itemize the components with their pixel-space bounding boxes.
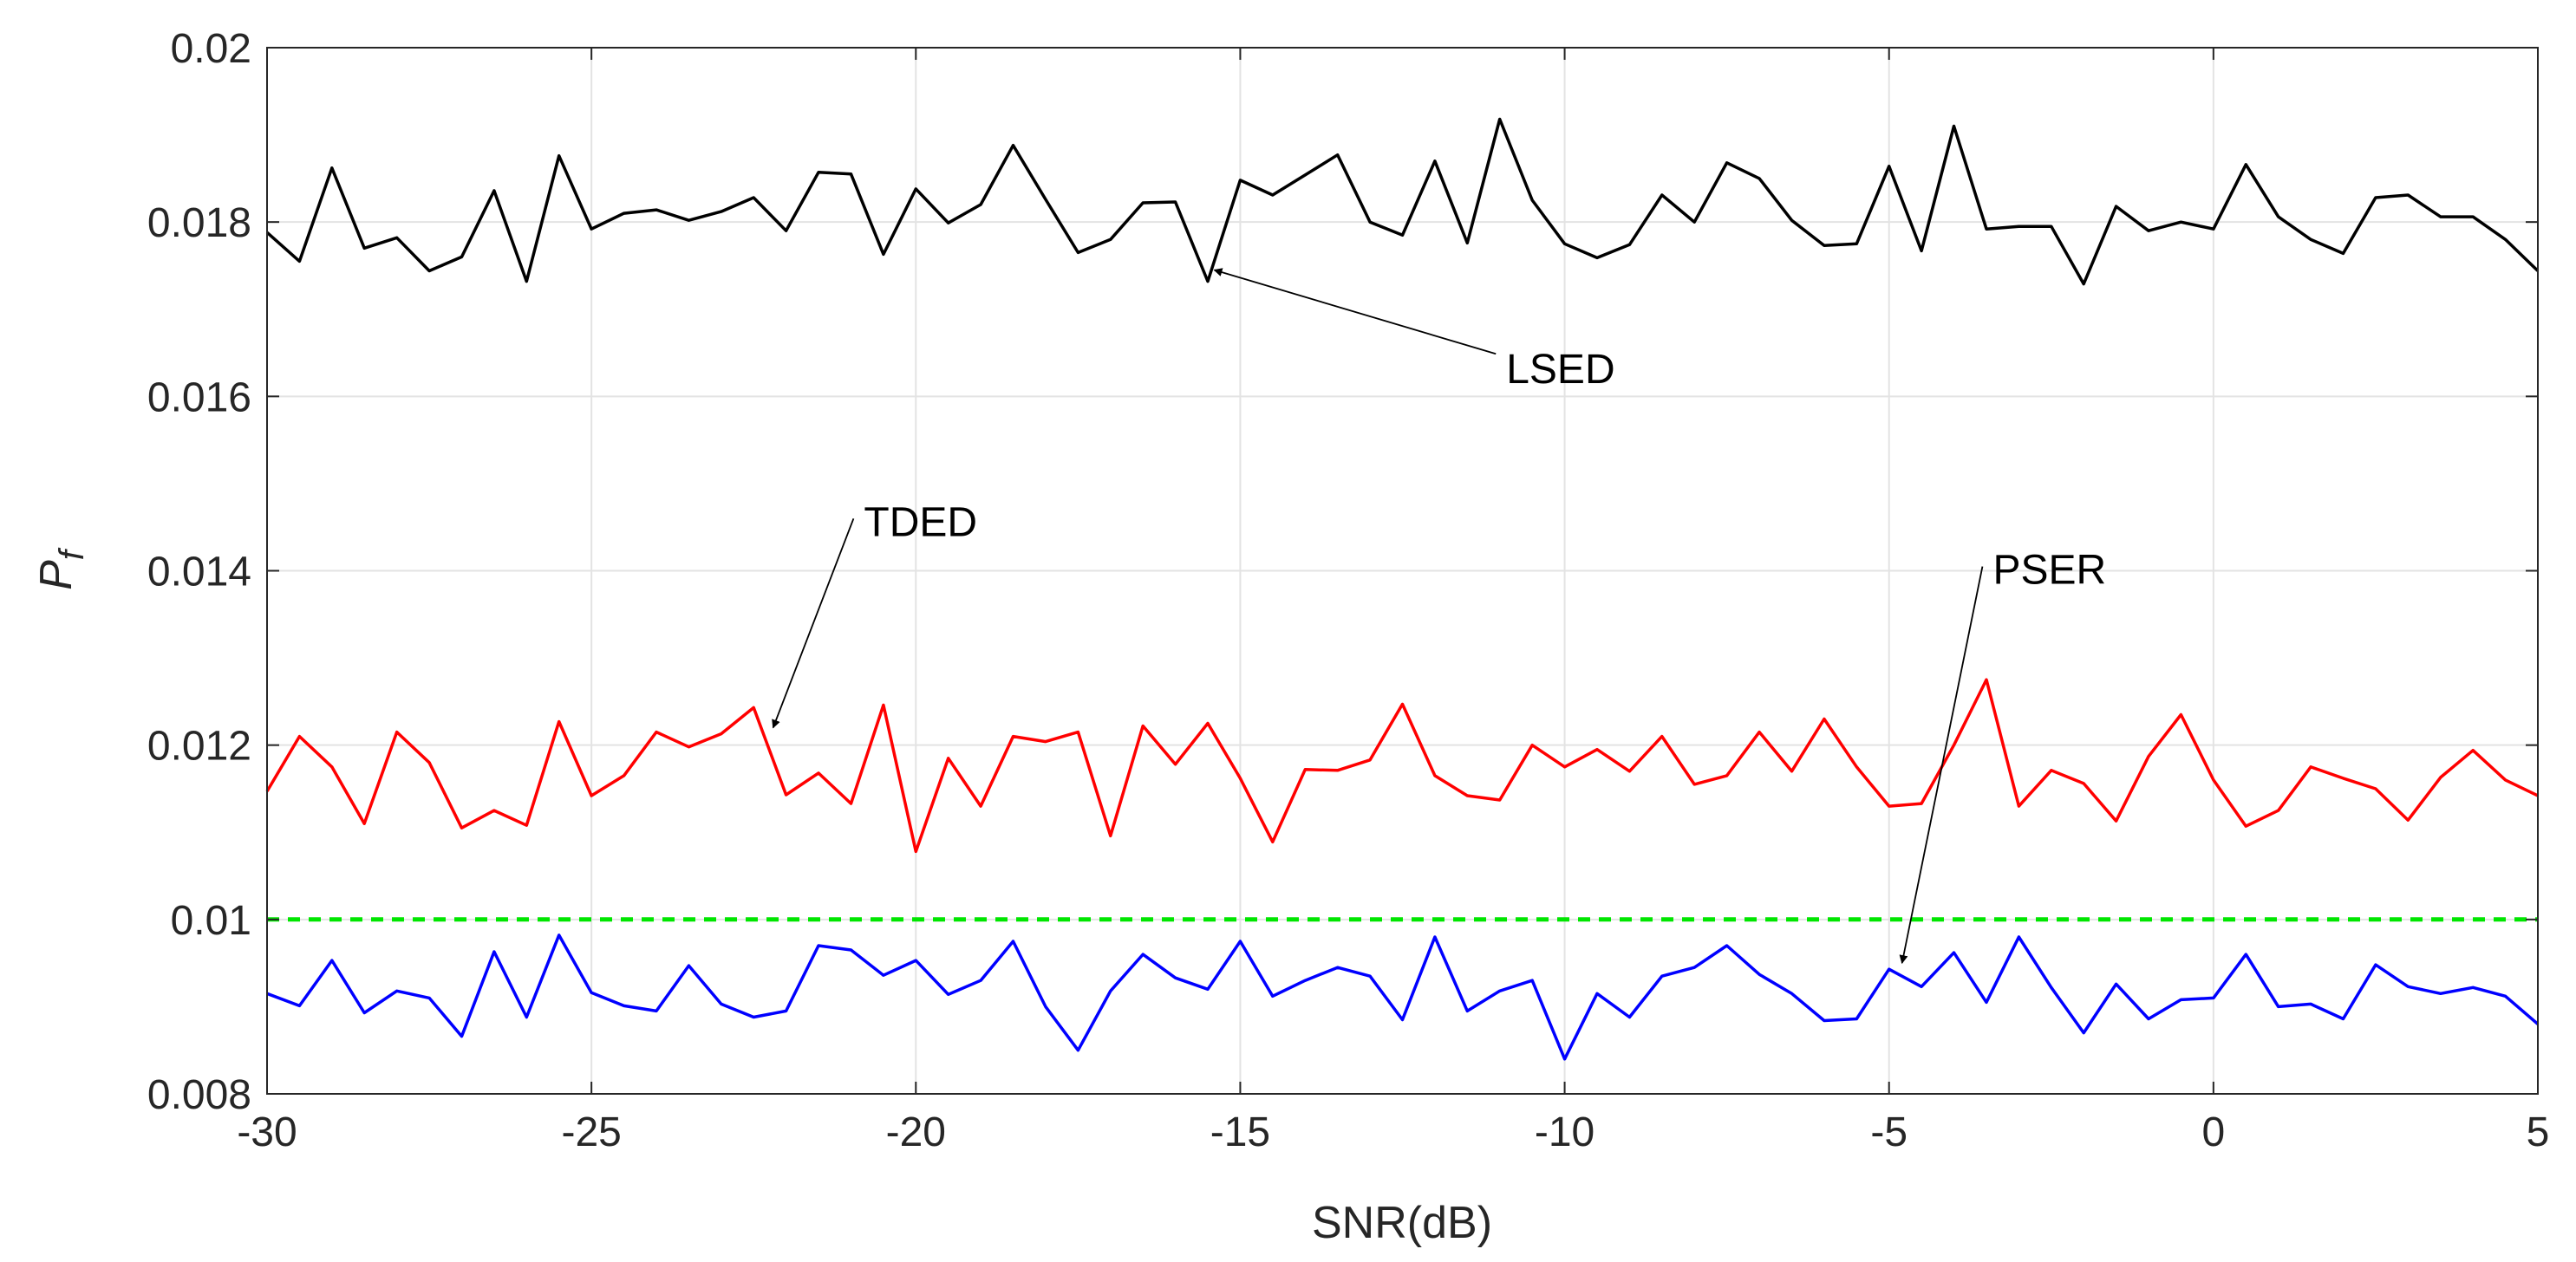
annotation-lsed-label: LSED <box>1506 347 1614 393</box>
series-layer <box>265 117 2540 1061</box>
y-tick-label: 0.008 <box>147 1072 251 1118</box>
y-tick-label: 0.02 <box>171 26 251 72</box>
ticks: -30 -25 -20 -15 -10 -5 0 5 0.008 0.01 0.012 0.014 0.… <box>147 26 2549 1155</box>
x-tick-label: -30 <box>237 1109 297 1155</box>
annotation-lsed-arrow <box>1213 268 1497 355</box>
annotation-pser-arrow <box>1899 566 1984 965</box>
x-tick-label: -25 <box>561 1109 621 1155</box>
y-tick-label: 0.01 <box>171 898 251 944</box>
y-tick-label: 0.014 <box>147 550 251 595</box>
y-tick-label: 0.012 <box>147 724 251 770</box>
annotations: LSED TDED PSER <box>772 268 2106 965</box>
y-tick-label: 0.018 <box>147 200 251 246</box>
x-tick-label: -5 <box>1870 1109 1908 1155</box>
y-axis-label: Pf <box>31 547 91 590</box>
x-tick-label: -10 <box>1535 1109 1595 1155</box>
x-tick-label: -15 <box>1210 1109 1270 1155</box>
x-tick-label: 0 <box>2202 1109 2226 1155</box>
x-tick-label: -20 <box>886 1109 946 1155</box>
series-lsed-line <box>265 117 2540 286</box>
x-tick-label: 5 <box>2527 1109 2550 1155</box>
y-axis-label-sub: f <box>53 547 91 560</box>
y-tick-label: 0.016 <box>147 374 251 420</box>
annotation-tded-label: TDED <box>864 499 977 545</box>
series-pser-line <box>266 933 2540 1061</box>
annotation-pser-label: PSER <box>1992 548 2106 594</box>
x-axis-label: SNR(dB) <box>1312 1198 1492 1248</box>
y-axis-label-main: P <box>31 560 82 590</box>
annotation-tded-arrow <box>772 517 855 729</box>
series-tded-line <box>265 678 2539 854</box>
